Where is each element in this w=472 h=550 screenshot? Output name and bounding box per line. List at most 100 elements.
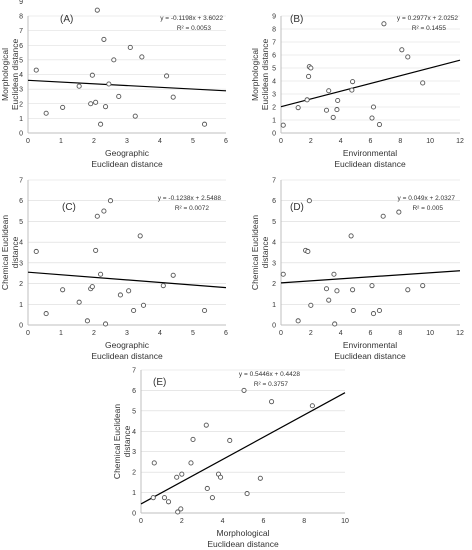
chart-a-x-tick-label: 1 [59,138,63,145]
chart-b-x-axis-title: Environmental [343,148,397,158]
chart-a-x-tick-label: 0 [26,138,30,145]
chart-a: 0 1 2 3 4 5 6 0 1 2 3 4 5 6 7 8 9 (A) y = -0.1198x + 3.602… [0,0,228,169]
chart-c-point [160,283,166,289]
chart-c-trendline [27,271,227,289]
chart-d-y-tick-label: 4 [272,240,276,247]
chart-a-r-squared: R² = 0.0053 [177,25,212,32]
chart-c-point [94,213,100,219]
chart-c-y-tick-label: 7 [19,178,23,185]
chart-c-point [140,302,147,308]
chart-b-x-tick-label: 4 [339,138,343,145]
chart-a-point [94,7,100,13]
chart-a-trendline [27,79,227,92]
chart-b-x-tick-label: 10 [426,138,434,145]
chart-d-x-tick-label: 12 [456,330,464,337]
chart-c-y-axis-title: distance [10,236,20,268]
chart-a-equation: y = -0.1198x + 3.6022 [160,15,223,22]
chart-c-point [43,311,49,317]
chart-b-x-tick-label: 6 [369,138,373,145]
chart-c-x-tick-label: 5 [191,330,195,337]
chart-b-r-squared: R² = 0.1455 [412,25,447,32]
chart-c-x-tick-label: 2 [92,330,96,337]
chart-a-point [201,121,208,127]
chart-d-x-axis-title: Euclidean distance [334,351,406,361]
chart-d-x-tick-label: 2 [309,330,313,337]
chart-b-y-tick-label: 1 [272,118,276,125]
chart-c-x-tick-label: 1 [59,330,63,337]
chart-b-y-tick-label: 6 [272,53,276,60]
chart-e-point [204,485,210,492]
chart-b-point [334,107,340,113]
chart-b-point [330,114,336,120]
chart-e-x-tick-label: 2 [180,518,184,525]
chart-d-point [376,307,383,314]
chart-b-point [326,88,332,94]
chart-a-y-tick-label: 4 [19,72,23,79]
chart-a-point [101,36,107,42]
chart-c-point [117,292,123,298]
chart-b-equation: y = 0.2977x + 2.0252 [397,15,458,22]
chart-e-x-tick-label: 6 [261,518,265,525]
chart-c-y-tick-label: 4 [19,240,23,247]
chart-b-point [376,122,383,128]
chart-d-y-tick-label: 2 [272,281,276,288]
chart-e-point [151,460,157,466]
chart-a-x-tick-label: 3 [125,138,129,145]
chart-d-x-tick-label: 10 [426,330,434,337]
chart-e-point [203,422,209,428]
chart-e-y-tick-label: 0 [132,511,136,518]
chart-a-x-tick-label: 4 [158,138,162,145]
chart-d-x-axis-title: Environmental [343,340,397,350]
chart-d-x-tick-label: 4 [339,330,343,337]
chart-b-point [405,54,411,60]
chart-c-y-tick-label: 2 [19,281,23,288]
chart-c-point [131,307,137,314]
chart-c-x-tick-label: 0 [26,330,30,337]
chart-e-point [161,495,168,501]
chart-a-point [43,110,49,116]
chart-c-point [107,198,114,204]
chart-a-point [164,73,170,79]
chart-d-x-tick-label: 0 [279,330,283,337]
chart-e-x-tick-label: 0 [139,518,143,525]
chart-e: 0 2 4 6 8 10 0 1 2 3 4 5 6 7 (E) y = 0.5446x + 0.4428 R²… [112,368,349,550]
chart-c-point [126,288,132,294]
chart-d-point [370,311,377,317]
chart-e-x-tick-label: 4 [221,518,225,525]
chart-b-y-tick-label: 2 [272,105,276,112]
chart-e-point [244,491,250,497]
chart-c-point [33,248,39,255]
chart-a-y-tick-label: 3 [19,87,23,94]
chart-c-point [170,272,176,278]
chart-e-point [190,436,196,443]
chart-d-y-axis-title: distance [260,236,270,268]
chart-e-x-tick-label: 10 [341,518,349,525]
chart-c-point [60,287,66,293]
chart-b-point [349,87,355,93]
chart-a-y-tick-label: 2 [19,101,23,108]
chart-e-y-tick-label: 3 [132,449,136,456]
chart-b-point [350,79,356,85]
chart-c-y-tick-label: 0 [19,323,23,330]
chart-d-point [334,288,340,294]
chart-d-point [369,283,375,289]
chart-d-y-tick-label: 6 [272,198,276,205]
chart-b-panel-label: (B) [290,14,303,25]
chart-d-y-tick-label: 1 [272,302,276,309]
chart-a-point [93,99,99,105]
chart-e-point [227,437,233,444]
chart-e-point [174,474,180,480]
chart-c-x-axis-title: Euclidean distance [91,351,163,361]
chart-b-x-tick-label: 12 [456,138,464,145]
chart-c-y-tick-label: 3 [19,260,23,267]
chart-e-panel-label: (E) [153,377,166,388]
chart-d-panel-label: (D) [290,202,304,213]
chart-c-point [76,299,82,305]
chart-e-x-axis-title: Morphological [217,528,270,538]
chart-b-point [369,115,375,121]
chart-a-y-tick-label: 5 [19,57,23,64]
chart-a-y-tick-label: 1 [19,116,23,123]
chart-a-point [132,113,138,119]
chart-d-point [350,307,356,314]
chart-a-point [60,104,66,110]
